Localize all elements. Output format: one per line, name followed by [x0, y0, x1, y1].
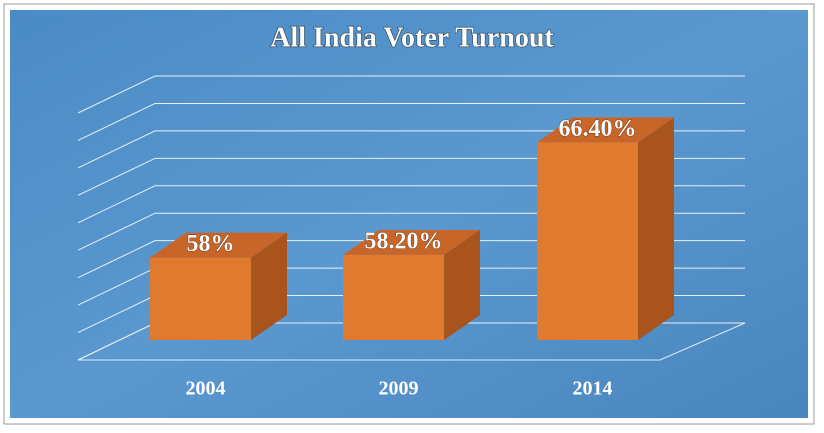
value-label: 58.20% — [365, 228, 443, 254]
grid-line — [77, 130, 745, 169]
bar — [150, 257, 251, 340]
value-label: 66.40% — [559, 116, 637, 142]
bar-side — [251, 232, 287, 340]
bar — [537, 142, 638, 340]
grid-line — [77, 102, 745, 141]
bar-side — [638, 117, 674, 341]
bar-top — [537, 117, 674, 143]
grid-line — [77, 75, 745, 114]
bar-side — [444, 229, 480, 340]
x-tick-label: 2014 — [573, 378, 613, 400]
chart-title: All India Voter Turnout — [270, 22, 554, 53]
bar-top — [343, 229, 480, 255]
x-tick-label: 2009 — [379, 378, 419, 400]
bar — [343, 254, 444, 340]
plot-background — [10, 10, 808, 418]
x-tick-label: 2004 — [186, 378, 226, 400]
bar-top — [150, 232, 287, 258]
value-label: 58% — [187, 231, 235, 257]
